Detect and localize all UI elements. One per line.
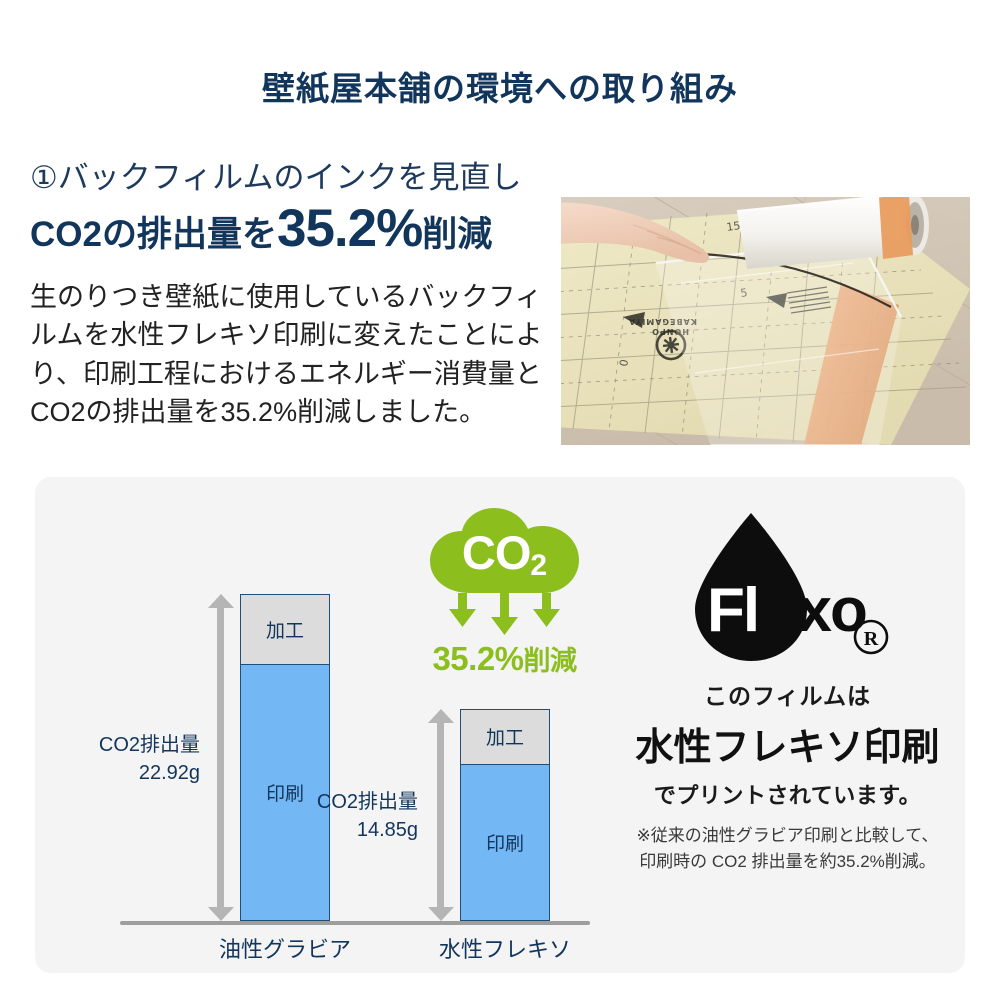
body-copy: 生のりつき壁紙に使用しているバックフィルムを水性フレキソ印刷に変えたことにより、… [30, 278, 555, 431]
section-lead: ①バックフィルムのインクを見直し [30, 160, 522, 195]
cloud-with-arrows-icon: CO2 [430, 508, 579, 635]
product-photo: 15 10 5 0 KABEGAMIYA [561, 197, 970, 445]
value-label-water-flexo: CO2排出量 14.85g [293, 789, 418, 844]
category-label-oil-gravure: 油性グラビア [218, 937, 351, 962]
value-label-measure: CO2排出量 [98, 734, 200, 756]
flexo-note-line-1: ※従来の油性グラビア印刷と比較して、 [636, 826, 939, 845]
arrow-shaft [217, 603, 224, 912]
bar-segment-printing: 印刷 [241, 664, 329, 920]
category-label-water-flexo: 水性フレキソ [438, 937, 571, 962]
arrow-head-down [428, 907, 454, 921]
headline-suffix: 削減 [422, 215, 493, 254]
co2-reduction-suffix: 削減 [523, 646, 578, 676]
measure-arrow-water-flexo [428, 709, 454, 921]
arrow-shaft [437, 718, 444, 912]
headline: CO2の排出量を 35.2% 削減 [30, 199, 570, 258]
svg-text:HONPO: HONPO [651, 327, 689, 336]
co2-reduction-text: 35.2%削減 [402, 639, 607, 678]
photo-illustration: 15 10 5 0 KABEGAMIYA [561, 197, 970, 445]
svg-text:0: 0 [617, 358, 631, 367]
svg-text:R: R [863, 628, 878, 650]
arrow-head-up [428, 709, 454, 723]
value-label-oil-gravure: CO2排出量 22.92g [75, 732, 200, 787]
value-label-total: 22.92g [138, 761, 200, 784]
svg-text:Fl: Fl [707, 576, 758, 645]
bar-water-flexo: 加工 印刷 [460, 709, 550, 921]
bar-oil-gravure: 加工 印刷 [240, 594, 330, 921]
svg-text:5: 5 [740, 286, 749, 300]
svg-text:15: 15 [726, 219, 742, 234]
value-label-total: 14.85g [356, 818, 418, 841]
flexo-droplet-icon: Fl exo R [694, 513, 888, 661]
headline-prefix: CO2の排出量を [30, 215, 277, 254]
arrow-head-up [208, 594, 234, 608]
flexo-note: ※従来の油性グラビア印刷と比較して、 印刷時の CO2 排出量を約35.2%削減… [610, 823, 965, 876]
flexo-block: Fl exo R このフィルムは 水性フレキソ印刷 でプリントされています。 ※… [610, 505, 965, 876]
value-label-measure: CO2排出量 [316, 791, 418, 813]
registered-mark-icon: R [853, 619, 888, 655]
bar-segment-processing: 加工 [241, 595, 329, 665]
svg-text:exo: exo [765, 576, 866, 645]
flexo-line-2: 水性フレキソ印刷 [635, 727, 940, 769]
co2-bar-chart: 加工 印刷 CO2排出量 22.92g 油性グラビア 加工 印刷 [35, 477, 595, 973]
bar-segment-printing: 印刷 [461, 764, 549, 920]
co2-reduction-badge: CO2 35.2%削減 [402, 497, 607, 678]
page-title: 壁紙屋本舗の環境への取り組み [262, 70, 738, 107]
co2-cloud-icon: CO2 [412, 497, 597, 637]
comparison-panel: 加工 印刷 CO2排出量 22.92g 油性グラビア 加工 印刷 [35, 477, 965, 973]
svg-text:KABEGAMIYA: KABEGAMIYA [628, 317, 697, 326]
headline-value: 35.2% [276, 199, 423, 258]
flexo-line-3: でプリントされています。 [653, 783, 922, 808]
arrow-head-down [208, 907, 234, 921]
measure-arrow-oil-gravure [208, 594, 234, 921]
co2-reduction-value: 35.2% [432, 640, 524, 677]
chart-baseline [120, 921, 590, 925]
flexo-note-line-2: 印刷時の CO2 排出量を約35.2%削減。 [639, 852, 936, 872]
body-copy-text: 生のりつき壁紙に使用しているバックフィルムを水性フレキソ印刷に変えたことにより、… [30, 282, 543, 427]
flexo-line-1: このフィルムは [703, 683, 872, 709]
bar-segment-processing: 加工 [461, 710, 549, 765]
flexo-logo: Fl exo R [673, 505, 903, 673]
